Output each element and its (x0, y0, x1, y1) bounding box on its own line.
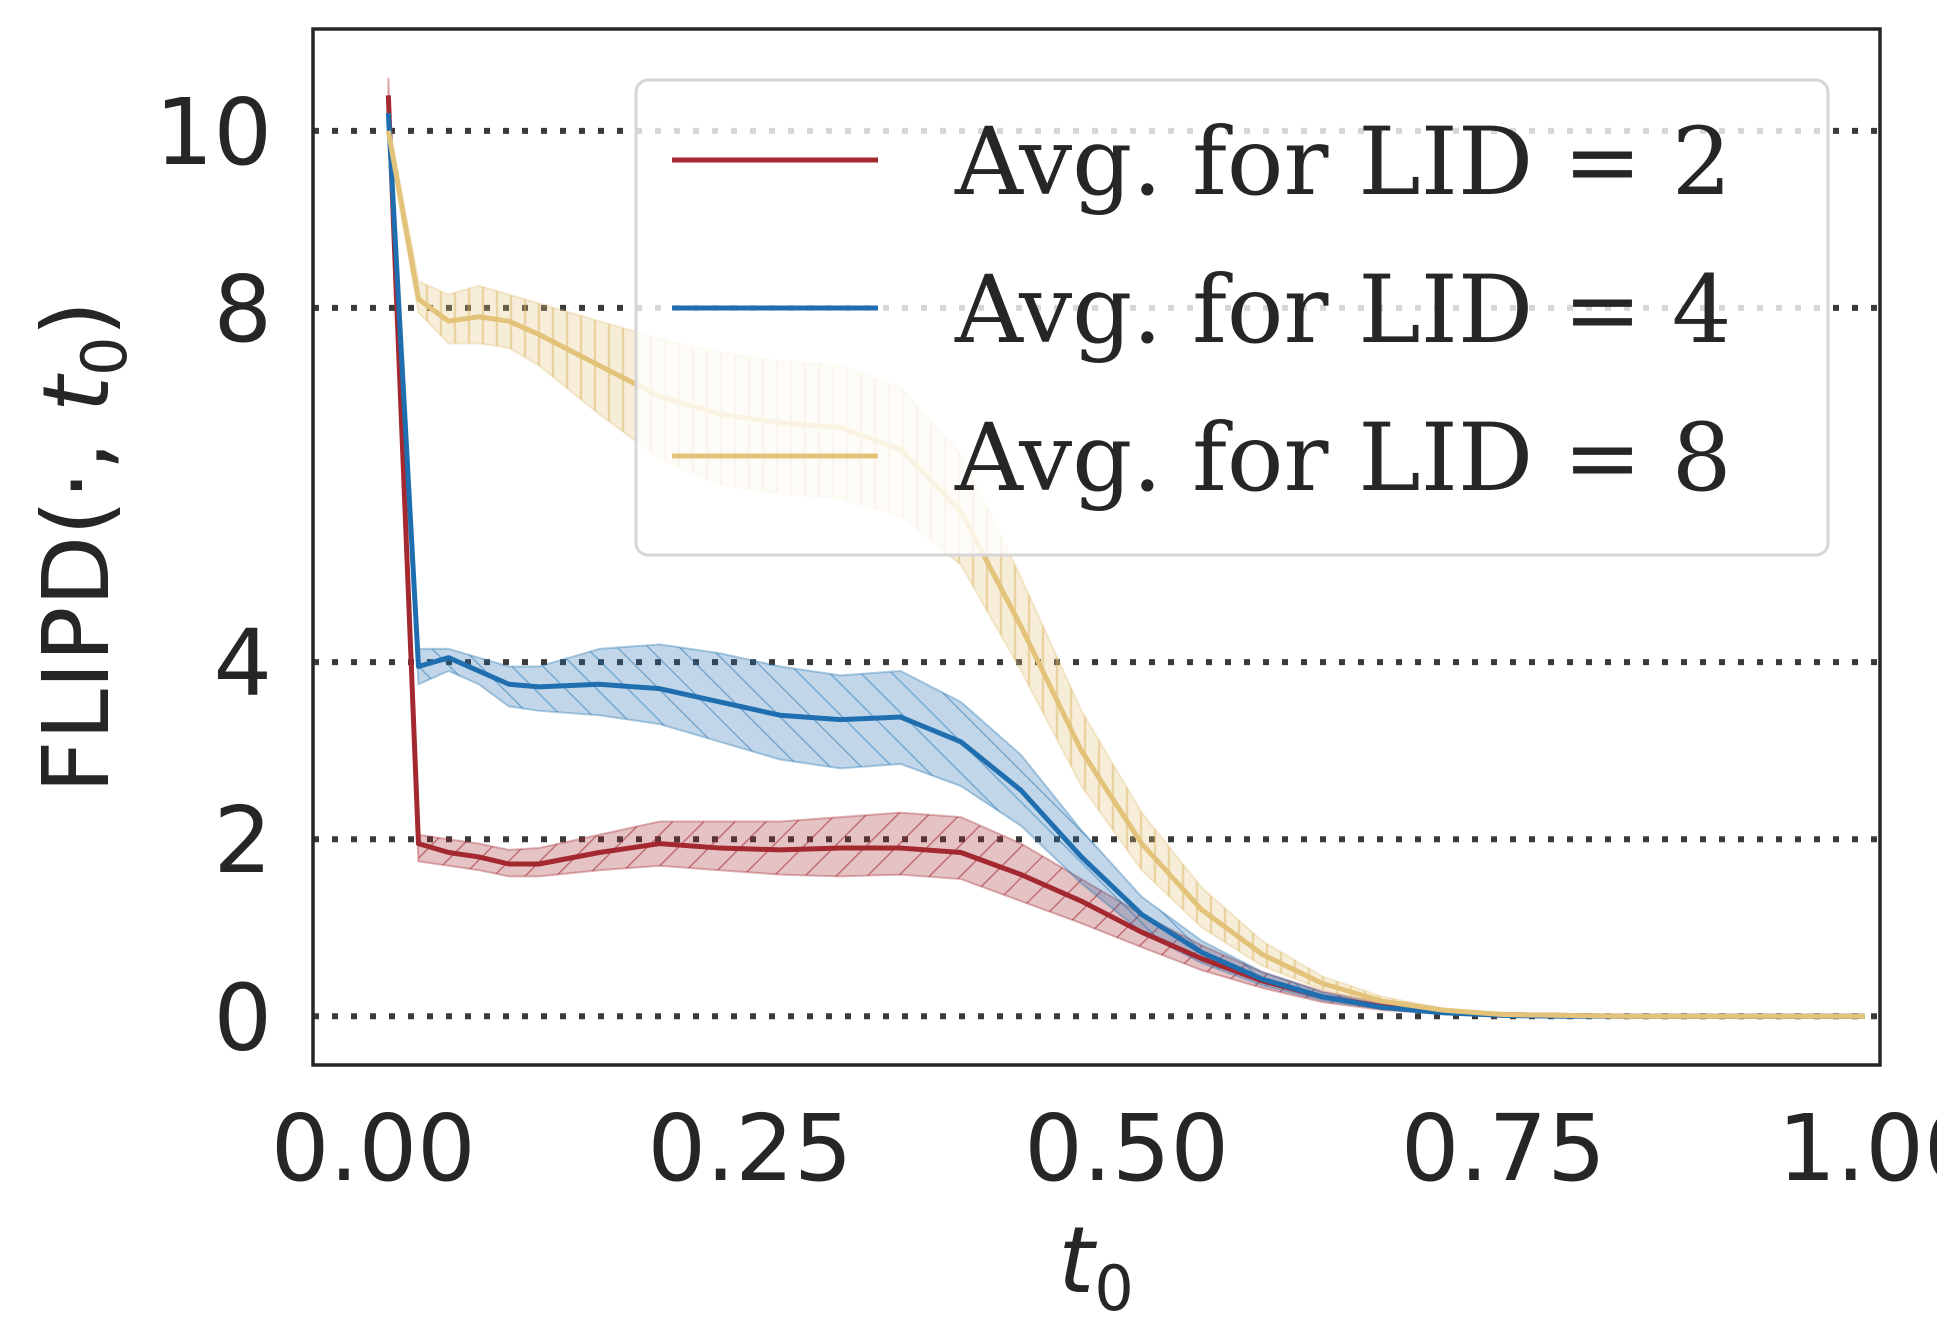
legend-box (634, 78, 1830, 557)
y-tick-label: 2 (213, 787, 272, 894)
legend: Avg. for LID = 2 Avg. for LID = 4 Avg. for… (634, 78, 1830, 557)
x-tick-label: 0.50 (1024, 1095, 1229, 1202)
x-tick-label: 0.00 (271, 1095, 476, 1202)
x-tick-label: 0.75 (1401, 1095, 1606, 1202)
x-axis-ticks: 0.00 0.25 0.50 0.75 1.00 (271, 1095, 1937, 1202)
series-line-3 (385, 130, 1865, 1019)
y-tick-label: 8 (213, 256, 272, 363)
legend-label-2: Avg. for LID = 4 (954, 256, 1732, 365)
y-tick-label: 4 (213, 610, 272, 717)
y-tick-label: 10 (155, 79, 272, 186)
x-tick-label: 1.00 (1778, 1095, 1937, 1202)
legend-label-1: Avg. for LID = 2 (954, 108, 1732, 217)
plot-frame (311, 27, 1882, 1067)
legend-label-3: Avg. for LID = 8 (954, 404, 1732, 513)
series-lines (385, 95, 1865, 1019)
y-tick-label: 0 (213, 964, 272, 1071)
y-axis-label: FLIPD(·, t0) (23, 301, 141, 794)
x-tick-label: 0.25 (648, 1095, 853, 1202)
x-axis-label: t0 (1058, 1207, 1134, 1325)
y-axis-ticks: 0 2 4 8 10 (155, 79, 272, 1071)
